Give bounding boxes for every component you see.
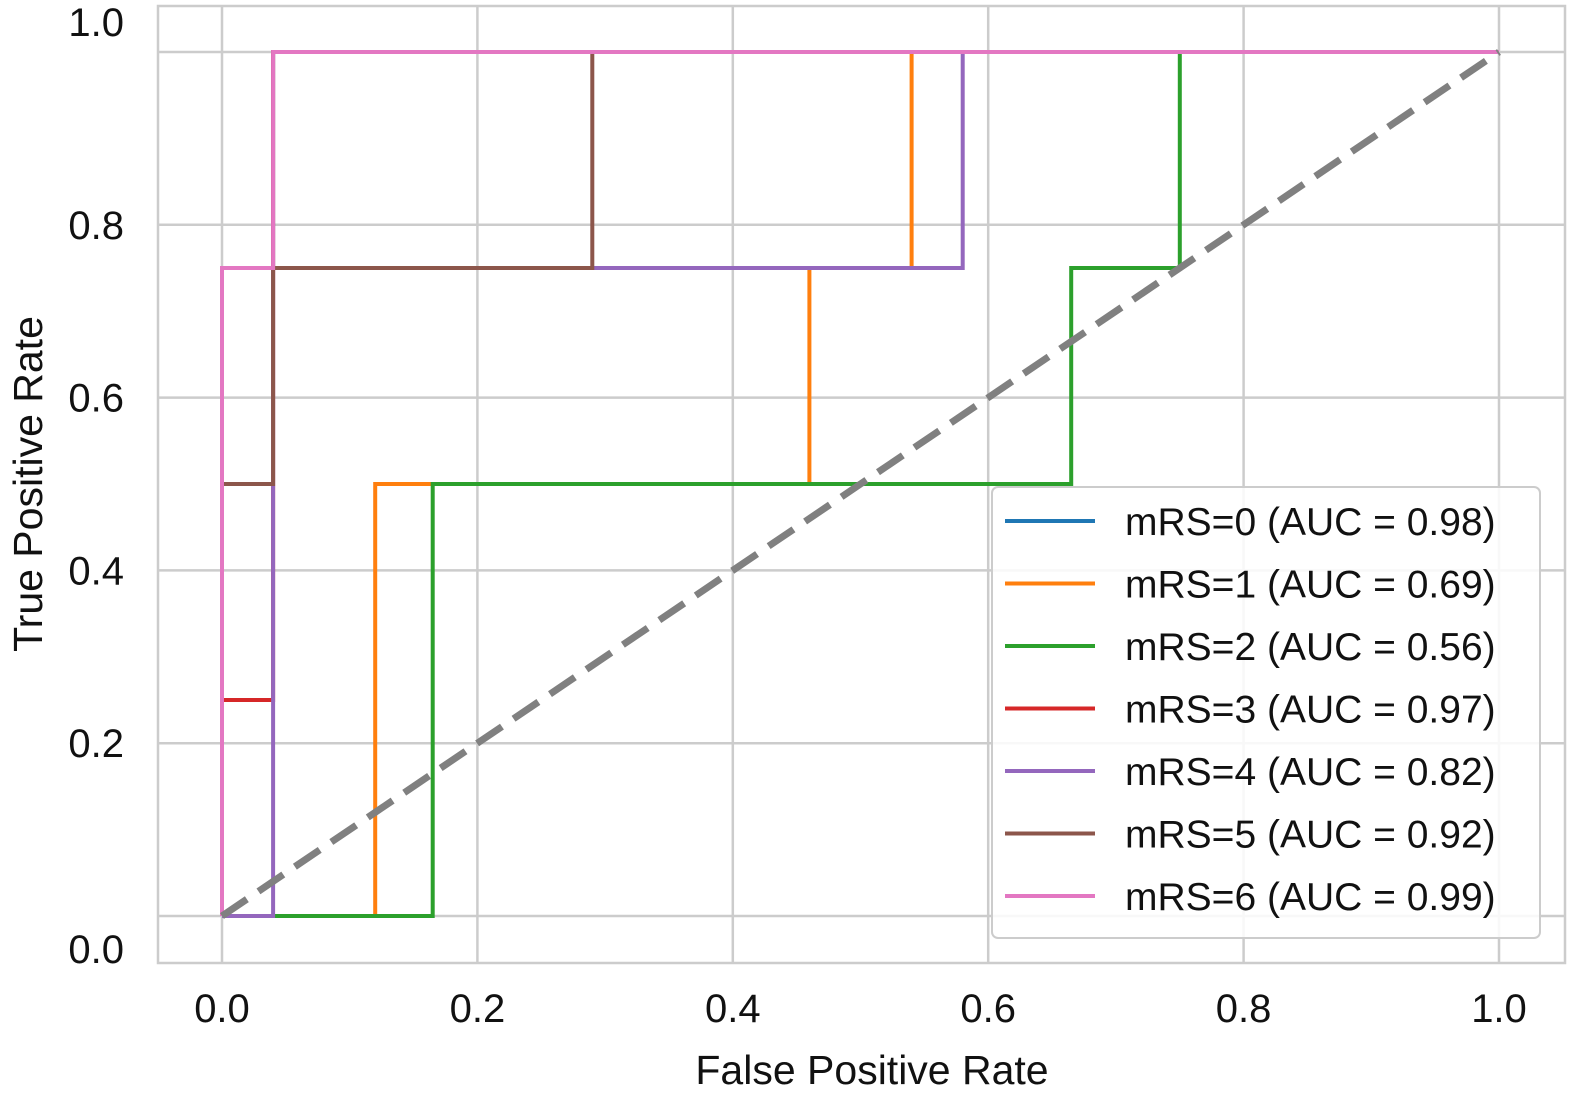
y-tick-label: 0.6 (68, 377, 124, 421)
legend-box (991, 486, 1541, 939)
legend-label: mRS=6 (AUC = 0.99) (1125, 876, 1496, 919)
x-tick-label: 0.8 (1216, 987, 1272, 1031)
legend-label: mRS=1 (AUC = 0.69) (1125, 564, 1496, 607)
plot-frame (156, 4, 1567, 965)
x-axis-label: False Positive Rate (695, 1047, 1048, 1093)
series-lines (220, 50, 1499, 918)
series-line-1 (222, 50, 1499, 918)
x-tick-label: 0.4 (705, 987, 761, 1031)
y-tick-labels: 0.0 0.2 0.4 0.6 0.8 1.0 (68, 1, 124, 972)
legend-label: mRS=3 (AUC = 0.97) (1125, 689, 1496, 732)
x-tick-label: 0.2 (450, 987, 506, 1031)
y-tick-label: 0.2 (68, 722, 124, 766)
legend-label: mRS=2 (AUC = 0.56) (1125, 626, 1496, 669)
reference-diagonal (220, 49, 1501, 919)
y-axis-label: True Positive Rate (5, 316, 51, 652)
x-tick-labels: 0.0 0.2 0.4 0.6 0.8 1.0 (194, 987, 1527, 1031)
legend-label: mRS=4 (AUC = 0.82) (1125, 751, 1496, 794)
series-line-6 (220, 50, 1499, 916)
x-tick-label: 0.0 (194, 987, 250, 1031)
legend: mRS=0 (AUC = 0.98) mRS=1 (AUC = 0.69) mRS=… (991, 486, 1541, 939)
legend-label: mRS=0 (AUC = 0.98) (1125, 501, 1496, 544)
y-tick-label: 0.8 (68, 204, 124, 248)
reference-line (220, 49, 1501, 919)
y-tick-label: 0.0 (68, 928, 124, 972)
legend-label: mRS=5 (AUC = 0.92) (1125, 814, 1496, 857)
y-tick-label: 1.0 (68, 1, 124, 45)
y-tick-label: 0.4 (68, 549, 124, 593)
series-line-2 (222, 50, 1499, 918)
x-tick-label: 0.6 (960, 987, 1016, 1031)
x-tick-label: 1.0 (1471, 987, 1527, 1031)
